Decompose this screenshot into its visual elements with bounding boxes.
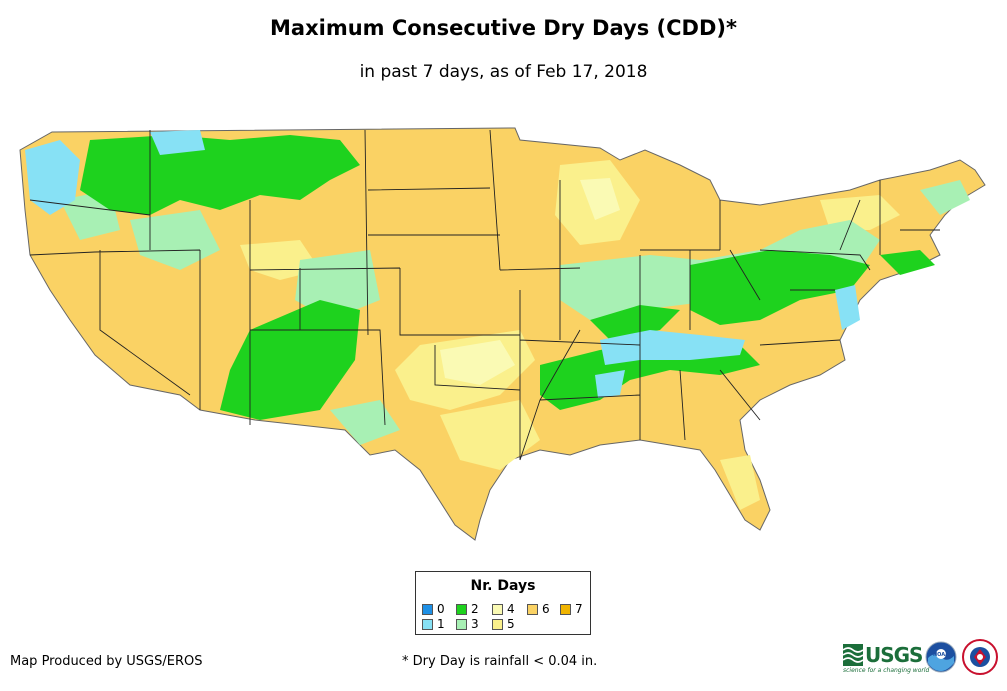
legend-label-3: 3 bbox=[471, 617, 479, 631]
region-4-days bbox=[440, 178, 620, 385]
legend-label-2: 2 bbox=[471, 602, 479, 616]
legend-label-4: 4 bbox=[507, 602, 515, 616]
legend-label-6: 6 bbox=[542, 602, 550, 616]
legend: Nr. Days 0 1 2 3 4 5 6 7 bbox=[415, 571, 591, 635]
state-borders bbox=[29, 129, 940, 461]
nws-logo-icon bbox=[962, 639, 998, 675]
map-title: Maximum Consecutive Dry Days (CDD)* bbox=[270, 16, 737, 40]
map-credit: Map Produced by USGS/EROS bbox=[10, 654, 203, 669]
legend-item-1: 1 bbox=[422, 617, 445, 631]
usgs-wave-icon bbox=[843, 644, 863, 666]
cdd-map bbox=[19, 127, 986, 541]
legend-title: Nr. Days bbox=[470, 578, 536, 594]
legend-swatch-1 bbox=[422, 618, 433, 630]
noaa-logo-text: NOAA bbox=[933, 652, 949, 658]
map-subtitle: in past 7 days, as of Feb 17, 2018 bbox=[359, 62, 648, 82]
legend-swatch-5 bbox=[492, 618, 503, 630]
legend-swatch-0 bbox=[422, 603, 433, 615]
noaa-logo-icon: NOAA bbox=[925, 641, 957, 673]
legend-item-6: 6 bbox=[527, 602, 550, 616]
legend-item-7: 7 bbox=[560, 602, 583, 616]
legend-item-3: 3 bbox=[456, 617, 479, 631]
legend-label-0: 0 bbox=[437, 602, 445, 616]
usgs-tagline: science for a changing world bbox=[843, 667, 930, 674]
dry-day-footnote: * Dry Day is rainfall < 0.04 in. bbox=[402, 654, 598, 669]
legend-label-7: 7 bbox=[575, 602, 583, 616]
legend-swatch-4 bbox=[492, 603, 503, 615]
legend-swatch-3 bbox=[456, 618, 467, 630]
legend-swatch-7 bbox=[560, 603, 571, 615]
legend-label-5: 5 bbox=[507, 617, 515, 631]
legend-item-5: 5 bbox=[492, 617, 515, 631]
usgs-wordmark: USGS bbox=[865, 643, 923, 667]
legend-swatch-2 bbox=[456, 603, 467, 615]
legend-label-1: 1 bbox=[437, 617, 445, 631]
legend-item-0: 0 bbox=[422, 602, 445, 616]
legend-item-2: 2 bbox=[456, 602, 479, 616]
legend-item-4: 4 bbox=[492, 602, 515, 616]
region-1-day bbox=[25, 130, 860, 398]
legend-swatch-6 bbox=[527, 603, 538, 615]
usgs-logo: USGS science for a changing world bbox=[843, 643, 929, 674]
